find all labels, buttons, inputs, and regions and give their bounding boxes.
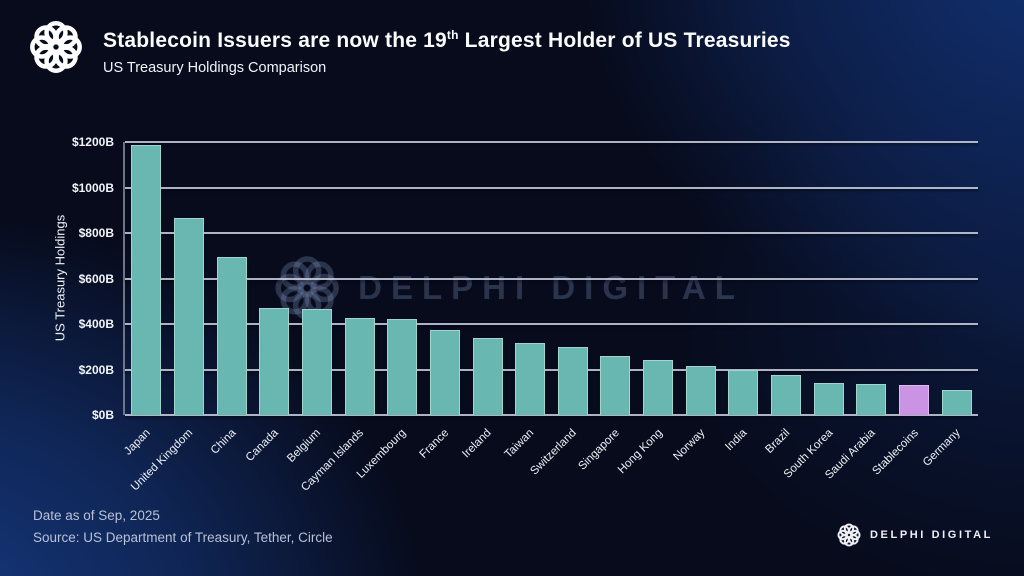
bar-ireland <box>472 337 503 415</box>
gridline-1200 <box>125 141 978 143</box>
watermark-text: DELPHI DIGITAL <box>358 269 744 306</box>
y-tick-label-800: $800B <box>78 226 114 240</box>
bar-south-korea <box>813 383 844 415</box>
brand-wordmark: DELPHI DIGITAL <box>870 529 993 541</box>
y-tick-label-400: $400B <box>78 317 114 331</box>
delphi-knot-logo-icon <box>29 20 83 74</box>
bar-belgium <box>301 309 332 415</box>
gridline-600 <box>125 277 978 280</box>
plot-area: DELPHI DIGITAL <box>123 141 978 416</box>
bar-india <box>728 369 759 415</box>
gridline-800 <box>125 232 978 234</box>
bar-hong-kong <box>643 360 674 415</box>
title-superscript: th <box>446 28 459 42</box>
y-axis-line <box>123 142 125 415</box>
gridline-200 <box>125 368 978 371</box>
y-tick-label-0: $0B <box>91 408 114 422</box>
header: Stablecoin Issuers are now the 19th Larg… <box>103 28 791 76</box>
bar-norway <box>685 366 716 415</box>
brand-lockup: DELPHI DIGITAL <box>837 523 993 547</box>
page-title: Stablecoin Issuers are now the 19th Larg… <box>103 28 791 52</box>
page-subtitle: US Treasury Holdings Comparison <box>103 60 327 76</box>
y-axis-tick-labels: $0B $200B $400B $600B $800B $1000B $1200B <box>0 135 114 422</box>
bar-stablecoins <box>899 385 930 415</box>
bar-france <box>429 329 460 415</box>
date-note: Date as of Sep, 2025 <box>33 508 160 523</box>
bar-china <box>216 256 247 415</box>
y-tick-label-600: $600B <box>78 271 114 286</box>
watermark: DELPHI DIGITAL <box>274 255 744 321</box>
y-tick-label-1200: $1200B <box>71 135 114 149</box>
gridline-0 <box>125 414 978 416</box>
bar-saudi-arabia <box>856 384 887 415</box>
footer-notes: Date as of Sep, 2025 Source: US Departme… <box>33 505 333 549</box>
bar-united-kingdom <box>173 218 204 415</box>
delphi-knot-brand-icon <box>837 523 861 547</box>
bar-japan <box>131 145 162 415</box>
bar-germany <box>941 389 972 415</box>
bar-luxembourg <box>387 319 418 415</box>
bar-taiwan <box>515 343 546 415</box>
bar-cayman-islands <box>344 318 375 415</box>
bar-canada <box>259 308 290 415</box>
y-tick-label-1000: $1000B <box>71 180 114 195</box>
source-note: Source: US Department of Treasury, Tethe… <box>33 530 333 545</box>
gridline-400 <box>125 323 978 325</box>
gridline-1000 <box>125 186 978 189</box>
bar-brazil <box>771 375 802 415</box>
y-tick-label-200: $200B <box>78 362 114 377</box>
bar-singapore <box>600 355 631 415</box>
bar-switzerland <box>557 346 588 415</box>
